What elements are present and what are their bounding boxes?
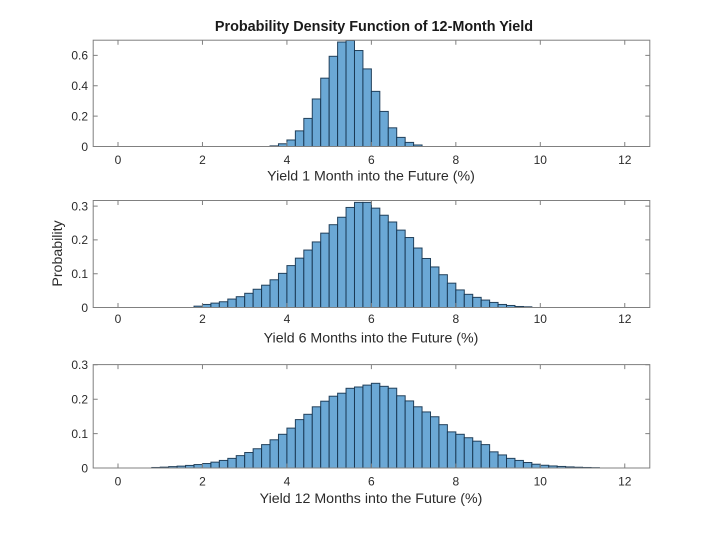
svg-text:10: 10 [534,474,548,488]
svg-text:0.6: 0.6 [71,49,88,63]
svg-text:Yield 6 Months into the Future: Yield 6 Months into the Future (%) [264,331,479,347]
svg-text:4: 4 [284,312,291,326]
svg-text:0: 0 [81,140,88,154]
svg-text:6: 6 [368,474,375,488]
svg-text:12: 12 [618,153,632,167]
svg-text:0: 0 [115,474,122,488]
svg-text:10: 10 [534,312,548,326]
svg-text:0: 0 [115,153,122,167]
svg-text:8: 8 [452,312,459,326]
svg-text:0.2: 0.2 [71,393,88,407]
svg-text:Probability Density Function o: Probability Density Function of 12-Month… [215,19,533,35]
svg-text:0.2: 0.2 [71,109,88,123]
svg-text:12: 12 [618,474,632,488]
svg-text:8: 8 [452,474,459,488]
svg-text:0.3: 0.3 [71,358,88,372]
svg-text:Yield 1 Month into the Future: Yield 1 Month into the Future (%) [267,169,475,185]
svg-text:2: 2 [199,153,206,167]
svg-text:12: 12 [618,312,632,326]
svg-text:6: 6 [368,153,375,167]
svg-text:4: 4 [284,153,291,167]
svg-text:6: 6 [368,312,375,326]
svg-text:0.2: 0.2 [71,233,88,247]
svg-text:Probability: Probability [50,219,66,286]
svg-text:0: 0 [115,312,122,326]
svg-text:2: 2 [199,474,206,488]
svg-text:0: 0 [81,461,88,475]
svg-text:0.3: 0.3 [71,199,88,213]
svg-text:10: 10 [534,153,548,167]
svg-text:4: 4 [284,474,291,488]
svg-text:0.1: 0.1 [71,267,88,281]
svg-text:0.4: 0.4 [71,79,88,93]
svg-text:8: 8 [452,153,459,167]
svg-text:Yield 12 Months into the Futur: Yield 12 Months into the Future (%) [260,491,483,507]
svg-text:2: 2 [199,312,206,326]
svg-text:0.1: 0.1 [71,427,88,441]
svg-text:0: 0 [81,301,88,315]
